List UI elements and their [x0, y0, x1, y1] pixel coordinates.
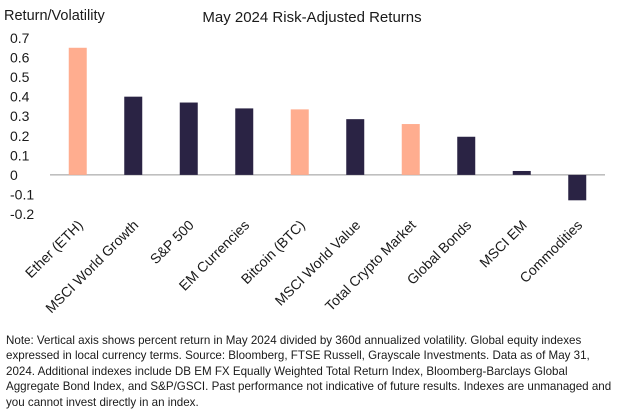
bar — [457, 136, 476, 175]
bar — [68, 47, 87, 175]
x-tick-label: MSCI EM — [476, 217, 530, 271]
x-tick-label: S&P 500 — [147, 217, 197, 267]
y-tick-label: 0.5 — [10, 69, 30, 85]
bar — [346, 119, 365, 175]
bar — [512, 170, 531, 175]
y-tick-label: -0.1 — [10, 186, 34, 202]
x-tick-label: MSCI World Growth — [42, 217, 141, 316]
y-tick-label: 0.1 — [10, 147, 30, 163]
y-tick-label: 0 — [10, 167, 18, 183]
chart-title: May 2024 Risk-Adjusted Returns — [202, 9, 421, 26]
bar — [401, 124, 420, 175]
bar — [290, 109, 309, 175]
bar — [179, 102, 198, 175]
footnote: Note: Vertical axis shows percent return… — [6, 334, 612, 409]
risk-adjusted-returns-chart: May 2024 Risk-Adjusted Returns Return/Vo… — [4, 8, 605, 316]
bar — [124, 96, 143, 175]
bar — [568, 174, 587, 201]
y-tick-labels: 0.7 0.6 0.5 0.4 0.3 0.2 0.1 0 -0.1 -0.2 — [10, 30, 34, 222]
y-tick-label: 0.7 — [10, 30, 30, 46]
y-axis-label: Return/Volatility — [4, 8, 105, 24]
y-tick-label: 0.2 — [10, 128, 30, 144]
y-tick-label: -0.2 — [10, 206, 34, 222]
bars — [68, 47, 587, 201]
y-tick-label: 0.4 — [10, 89, 30, 105]
bar — [235, 108, 254, 175]
y-tick-label: 0.3 — [10, 108, 30, 124]
y-tick-label: 0.6 — [10, 50, 30, 66]
